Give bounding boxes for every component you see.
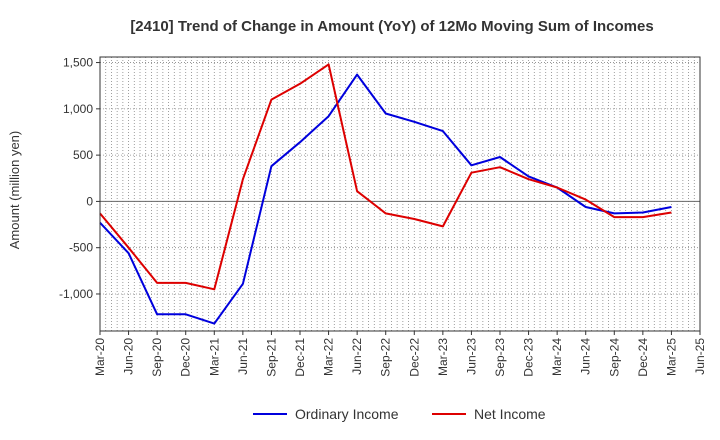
x-tick-label: Mar-24 [550,338,564,376]
x-tick-label: Jun-25 [693,338,707,375]
chart-title: [2410] Trend of Change in Amount (YoY) o… [130,18,653,35]
y-tick-label: -500 [69,241,93,255]
x-tick-label: Jun-22 [350,338,364,375]
x-tick-label: Jun-21 [236,338,250,375]
legend-label: Ordinary Income [295,406,399,422]
y-tick-label: 500 [73,148,93,162]
legend-label: Net Income [474,406,546,422]
x-tick-label: Mar-22 [322,338,336,376]
x-tick-label: Sep-23 [493,338,507,377]
x-tick-label: Mar-23 [436,338,450,376]
x-tick-label: Sep-24 [607,338,621,377]
x-tick-label: Mar-20 [93,338,107,376]
series-layer [99,56,701,332]
y-tick-label: 1,500 [63,56,93,70]
plot-border [99,56,701,332]
legend-item-ordinary-income: Ordinary Income [253,406,399,422]
series-line-net-income [99,63,672,291]
x-tick-label: Dec-24 [636,338,650,377]
x-tick-label: Sep-21 [264,338,278,377]
y-axis: -1,000 -500 0 500 1,000 1,500 [59,56,100,301]
x-tick-label: Jun-23 [464,338,478,375]
x-tick-label: Mar-25 [664,338,678,376]
x-tick-label: Sep-22 [379,338,393,377]
x-tick-label: Dec-21 [293,338,307,377]
x-tick-label: Dec-20 [179,338,193,377]
legend: Ordinary Income Net Income [253,406,546,422]
y-tick-label: 1,000 [63,102,93,116]
x-tick-label: Mar-21 [207,338,221,376]
legend-item-net-income: Net Income [432,406,546,422]
grid [99,57,700,331]
series-line-ordinary-income [99,73,672,325]
y-tick-label: 0 [86,194,93,208]
x-tick-label: Sep-20 [150,338,164,377]
plot-area [100,57,700,331]
plot-background [100,57,700,331]
x-tick-label: Dec-23 [522,338,536,377]
x-tick-label: Jun-24 [579,338,593,375]
x-axis: Mar-20 Jun-20 Sep-20 Dec-20 Mar-21 Jun-21 Sep-… [93,331,707,377]
x-tick-label: Dec-22 [407,338,421,377]
y-tick-label: -1,000 [59,287,93,301]
x-tick-label: Jun-20 [122,338,136,375]
y-axis-label: Amount (million yen) [7,131,22,250]
